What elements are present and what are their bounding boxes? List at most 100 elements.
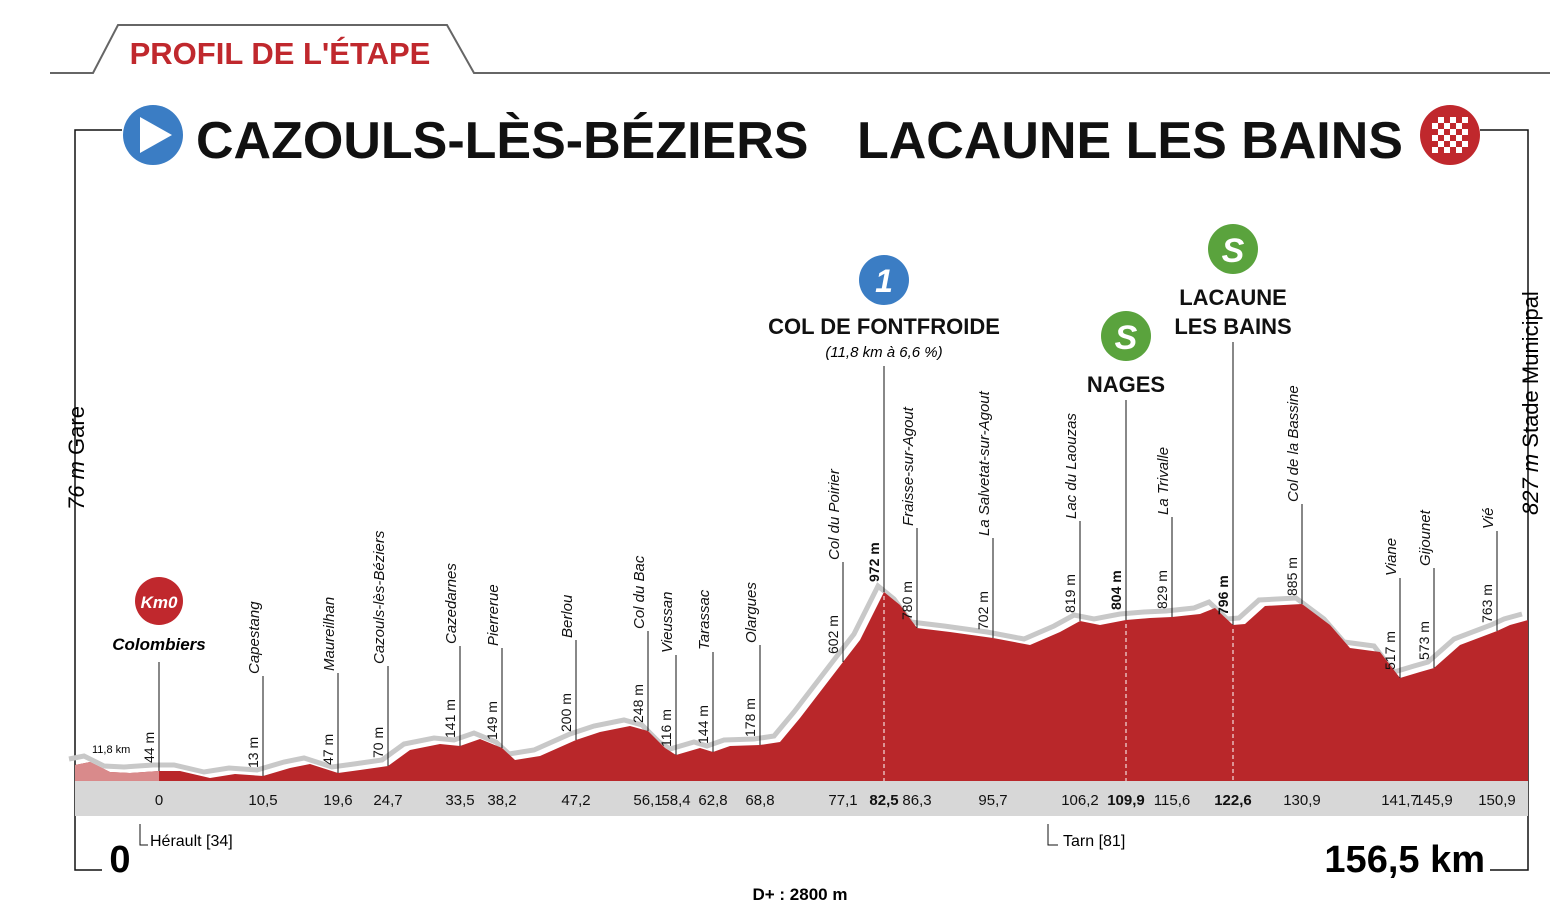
header-rule [50,24,1550,74]
waypoint-name: La Trivalle [1155,447,1172,515]
waypoint-name: Maureilhan [321,597,338,671]
flag-square [1462,117,1468,123]
altitude-label: 116 m [658,709,674,747]
profile-shadow [68,582,1523,775]
km-label: 33,5 [445,792,474,809]
neutral-distance: 11,8 km [92,744,130,756]
km-label: 77,1 [828,792,857,809]
km-label: 68,8 [745,792,774,809]
flag-square [1444,135,1450,141]
flag-square [1432,147,1438,153]
altitude-label: 144 m [695,705,711,744]
altitude-label: 780 m [899,581,915,620]
km-label: 115,6 [1154,792,1190,809]
waypoint-name: Berlou [559,594,576,638]
start-bracket [74,129,122,871]
km-label: 56,1 [633,792,662,809]
finish-altitude: 827 m Stade Municipal [1518,291,1543,515]
sprint-letter: S [1115,319,1138,357]
km-label: 24,7 [373,792,402,809]
waypoint-name: Tarassac [696,589,713,650]
start-arrow [140,117,172,153]
altitude-label: 44 m [141,732,157,763]
flag-square [1450,129,1456,135]
km-label: 150,9 [1478,792,1516,809]
km-label: 141,7 [1381,792,1419,809]
waypoint-name: La Salvetat-sur-Agout [976,390,993,536]
km-label: 122,6 [1214,792,1252,809]
waypoint-name: Col du Bac [631,555,648,629]
km-label: 10,5 [248,792,277,809]
km-label: 106,2 [1061,792,1099,809]
waypoint-name: Olargues [743,582,760,643]
finish-km: 156,5 km [1324,839,1485,881]
altitude-label: 972 m [866,542,882,582]
finish-region: Tarn [81] [1063,833,1125,850]
flag-square [1456,123,1462,129]
sprint-badge [1101,311,1151,361]
climb-category: 1 [875,263,893,299]
start-region: Hérault [34] [150,833,233,850]
km-label: 38,2 [487,792,516,809]
flag-square [1462,129,1468,135]
profile [75,592,1528,781]
climb-badge [859,255,909,305]
altitude-label: 819 m [1062,574,1078,613]
svg-text:76 m Gare: 76 m Gare [64,406,89,510]
header-title: PROFIL DE L'ÉTAPE [130,36,431,71]
flag-square [1432,135,1438,141]
waypoint-name: Viane [1383,538,1400,576]
km-band [75,781,1528,816]
flag-square [1438,141,1444,147]
km-label: 145,9 [1415,792,1453,809]
waypoint-name: Pierrerue [485,584,502,646]
climb-detail: (11,8 km à 6,6 %) [825,344,942,361]
sprint-letter: S [1222,232,1245,270]
altitude-label: 200 m [558,693,574,732]
altitude-label: 141 m [442,699,458,738]
waypoint-name: Capestang [246,601,263,674]
flag-square [1444,123,1450,129]
flag-square [1432,123,1438,129]
total-climb: D+ : 2800 m [753,885,848,904]
km-label: 19,6 [323,792,352,809]
altitude-label: 517 m [1382,631,1398,670]
sprint-name: NAGES [1087,372,1165,397]
altitude-label: 804 m [1108,570,1124,610]
waypoint-name: Vieussan [659,592,676,653]
sprint-badge [1208,224,1258,274]
km0-badge [135,577,183,625]
altitude-label: 149 m [484,701,500,740]
region-marker [1047,824,1058,846]
altitude-label: 702 m [975,591,991,630]
start-altitude: 76 m Gare [64,406,89,510]
altitude-label: 13 m [245,737,261,768]
flag-square [1450,141,1456,147]
flag-square [1438,129,1444,135]
region-marker [139,824,148,846]
waypoint-name: Cazedarnes [443,563,460,644]
finish-bracket [1480,129,1529,871]
waypoint-name: Gijounet [1417,509,1434,566]
waypoint-name: Vié [1480,508,1497,529]
sprint-name: LES BAINS [1174,314,1291,339]
altitude-label: 829 m [1154,570,1170,609]
waypoint-name: Lac du Laouzas [1063,413,1080,519]
altitude-label: 70 m [370,727,386,758]
flag-square [1462,141,1468,147]
neutral-zone [75,762,159,781]
km0-text: Km0 [141,593,178,612]
waypoint-name: Col du Poirier [826,468,843,560]
sprint-name: LACAUNE [1179,285,1287,310]
altitude-label: 47 m [320,734,336,765]
km0-name: Colombiers [112,635,206,654]
start-name: CAZOULS-LÈS-BÉZIERS [196,112,808,170]
altitude-label: 573 m [1416,621,1432,660]
finish-name: LACAUNE LES BAINS [857,112,1403,170]
waypoint-name: Fraisse-sur-Agout [900,406,917,526]
km-label: 95,7 [978,792,1007,809]
altitude-label: 178 m [742,698,758,737]
km-label: 109,9 [1107,792,1145,809]
altitude-label: 763 m [1479,584,1495,623]
